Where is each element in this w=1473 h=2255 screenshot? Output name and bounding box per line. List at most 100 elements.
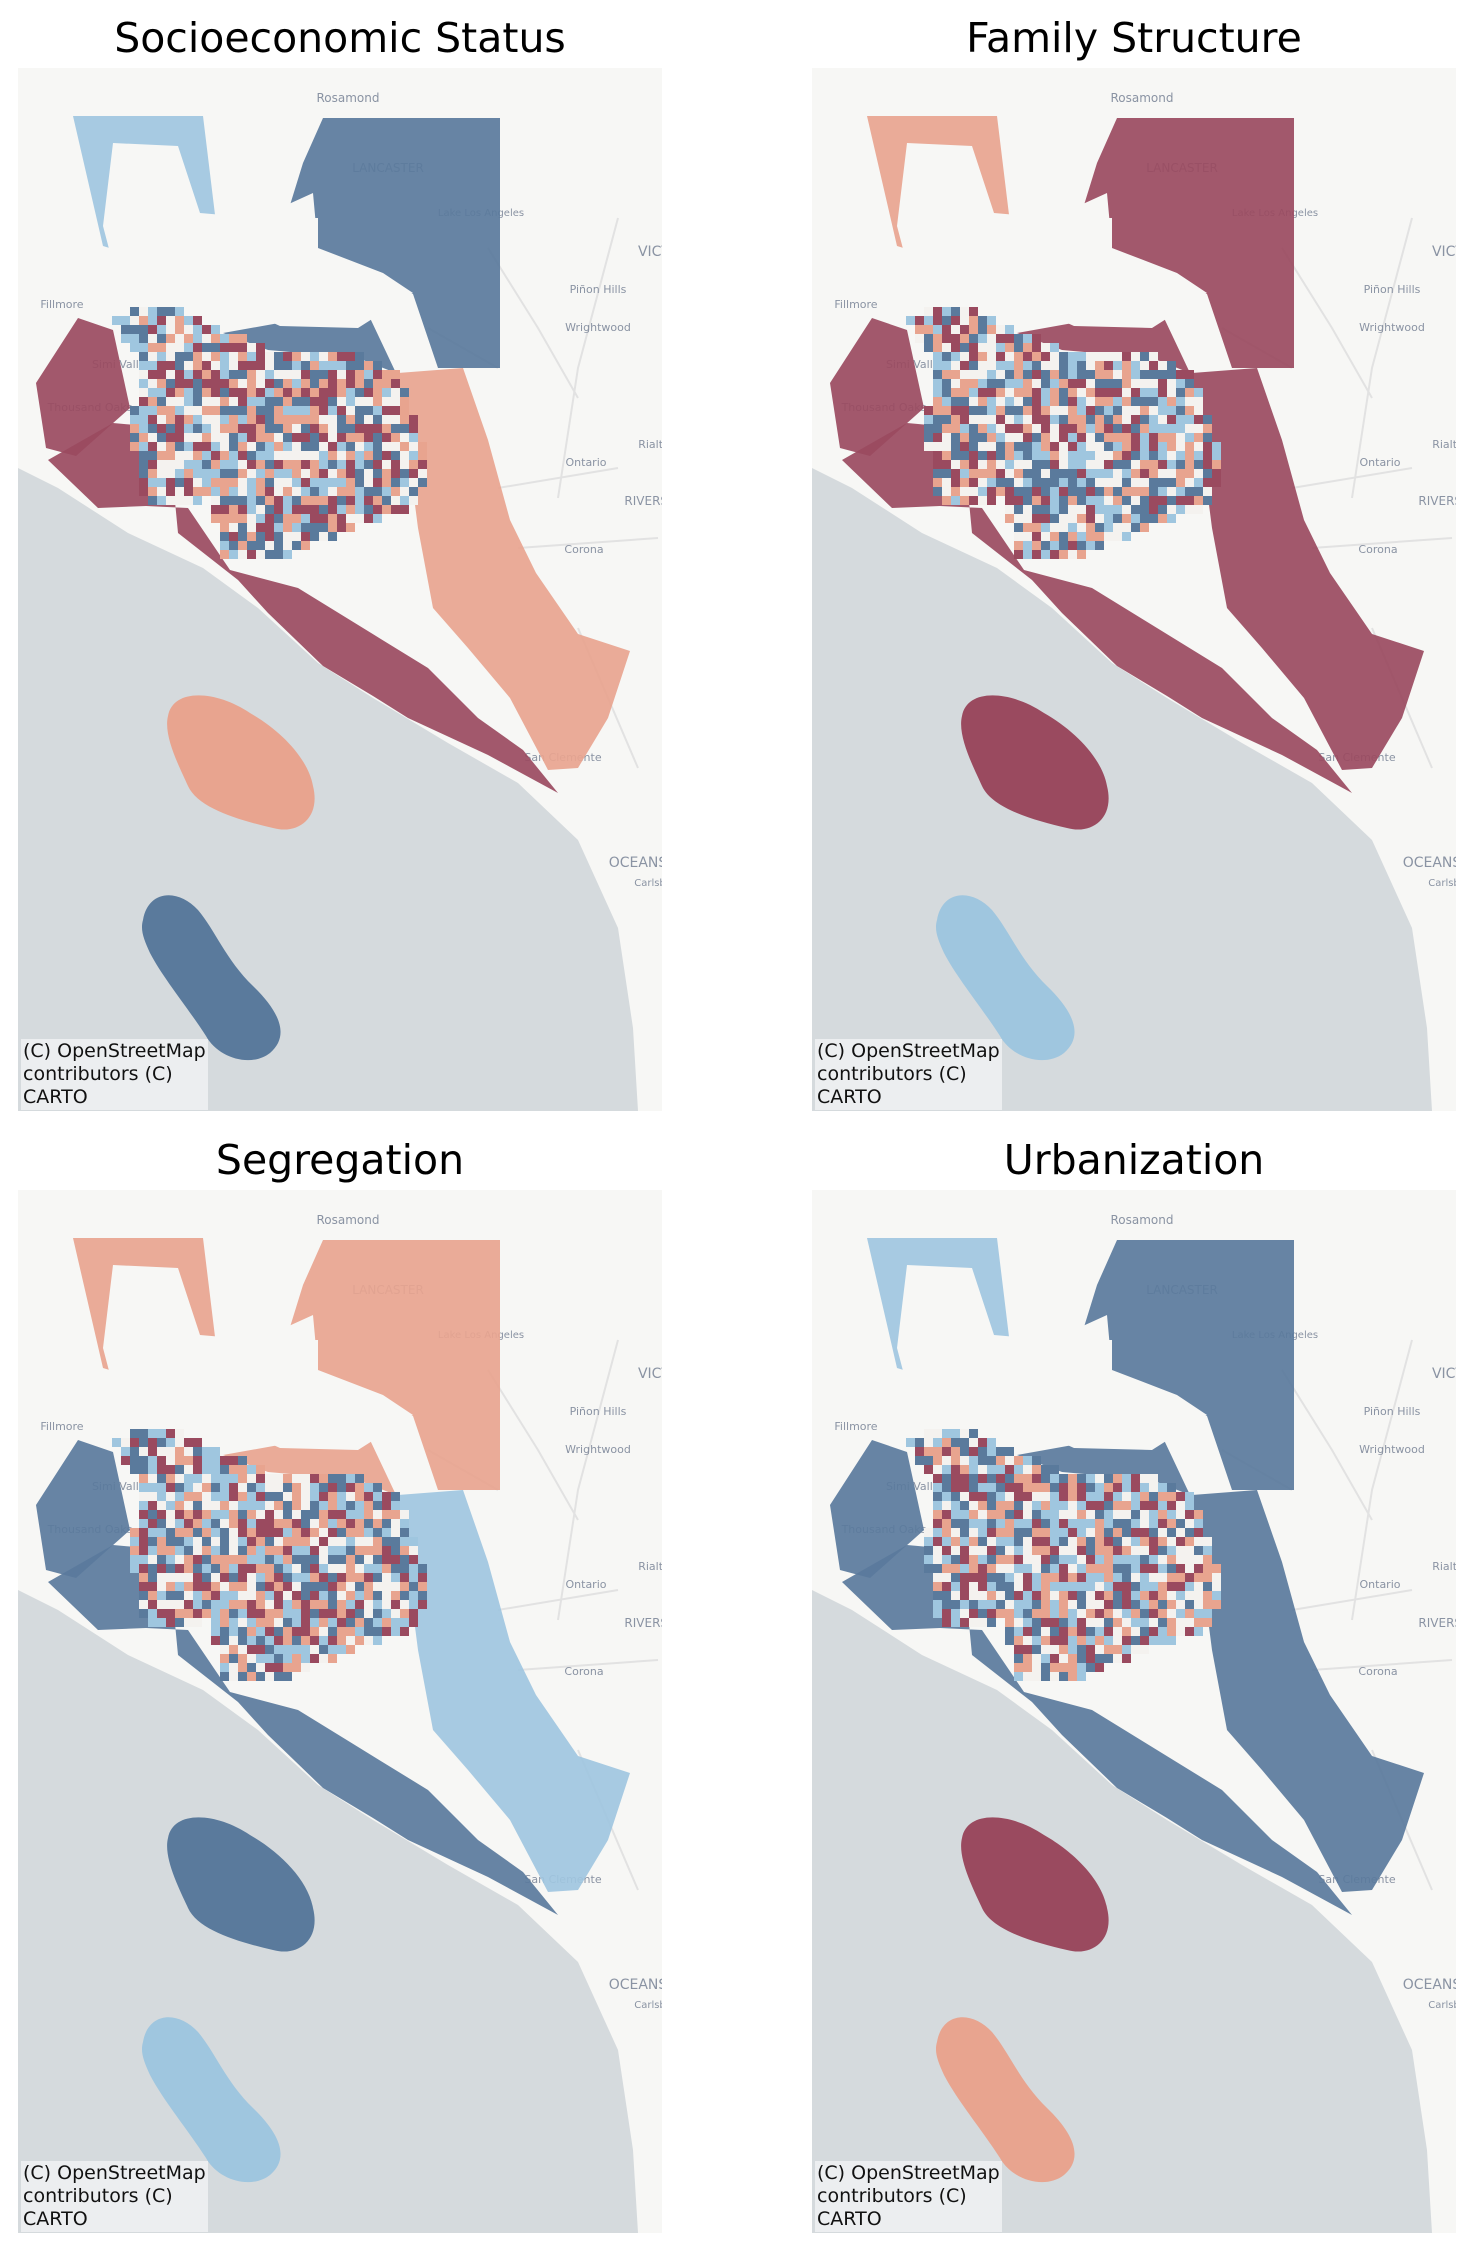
census-tract	[283, 1492, 292, 1501]
census-tract	[933, 379, 942, 388]
census-tract	[1203, 469, 1212, 478]
census-tract	[184, 1618, 193, 1627]
census-tract	[996, 1447, 1005, 1456]
census-tract	[1113, 460, 1122, 469]
census-tract	[202, 1474, 211, 1483]
census-tract	[1140, 1573, 1149, 1582]
census-tract	[1086, 532, 1095, 541]
census-tract	[987, 325, 996, 334]
census-tract	[1005, 415, 1014, 424]
census-tract	[1068, 1564, 1077, 1573]
census-tract	[247, 352, 256, 361]
census-tract	[1194, 1591, 1203, 1600]
census-tract	[391, 397, 400, 406]
census-tract	[951, 496, 960, 505]
census-tract	[1122, 388, 1131, 397]
census-tract	[933, 1573, 942, 1582]
census-tract	[283, 1483, 292, 1492]
census-tract	[1113, 514, 1122, 523]
census-tract	[1158, 388, 1167, 397]
census-tract	[1176, 1564, 1185, 1573]
census-tract	[220, 424, 229, 433]
census-tract	[1203, 1537, 1212, 1546]
census-tract	[1104, 370, 1113, 379]
census-tract	[1032, 550, 1041, 559]
census-tract	[933, 1474, 942, 1483]
census-tract	[121, 316, 130, 325]
census-tract	[301, 1474, 310, 1483]
census-tract	[184, 496, 193, 505]
census-tract	[924, 1528, 933, 1537]
census-tract	[978, 415, 987, 424]
census-tract	[1113, 1564, 1122, 1573]
census-tract	[1149, 1636, 1158, 1645]
census-tract	[247, 406, 256, 415]
census-tract	[1131, 370, 1140, 379]
census-tract	[274, 487, 283, 496]
census-tract	[1005, 1591, 1014, 1600]
census-tract	[337, 478, 346, 487]
census-tract	[933, 307, 942, 316]
region-pasadena	[1017, 316, 1190, 373]
census-tract	[193, 1501, 202, 1510]
census-tract	[1122, 478, 1131, 487]
census-tract	[256, 460, 265, 469]
census-tract	[139, 379, 148, 388]
census-tract	[1086, 460, 1095, 469]
census-tract	[1104, 469, 1113, 478]
census-tract	[283, 541, 292, 550]
census-tract	[1149, 1609, 1158, 1618]
census-tract	[951, 451, 960, 460]
census-tract	[283, 361, 292, 370]
census-tract	[1185, 1537, 1194, 1546]
census-tract	[951, 343, 960, 352]
census-tract	[1032, 1654, 1041, 1663]
census-tract	[933, 460, 942, 469]
basemap-label: Ontario	[1360, 456, 1401, 469]
census-tract	[942, 1582, 951, 1591]
census-tract	[139, 316, 148, 325]
census-tract	[1149, 370, 1158, 379]
census-tract	[337, 1591, 346, 1600]
census-tract	[346, 514, 355, 523]
census-tract	[1086, 523, 1095, 532]
census-tract	[310, 505, 319, 514]
census-tract	[364, 460, 373, 469]
census-tract	[1005, 1537, 1014, 1546]
census-tract	[1131, 1591, 1140, 1600]
census-tract	[987, 1528, 996, 1537]
census-tract	[1086, 487, 1095, 496]
census-tract	[121, 1438, 130, 1447]
census-tract	[1158, 1582, 1167, 1591]
census-tract	[400, 1600, 409, 1609]
census-tract	[247, 505, 256, 514]
census-tract	[238, 1672, 247, 1681]
census-tract	[942, 451, 951, 460]
census-tract	[220, 451, 229, 460]
census-tract	[1122, 370, 1131, 379]
census-tract	[1185, 1501, 1194, 1510]
census-tract	[978, 361, 987, 370]
census-tract	[238, 1519, 247, 1528]
census-tract	[1131, 1618, 1140, 1627]
census-tract	[373, 415, 382, 424]
census-tract	[193, 397, 202, 406]
census-tract	[157, 352, 166, 361]
census-tract	[1023, 505, 1032, 514]
census-tract	[1122, 424, 1131, 433]
census-tract	[220, 388, 229, 397]
census-tract	[1050, 505, 1059, 514]
census-tract	[960, 415, 969, 424]
census-tract	[1050, 487, 1059, 496]
census-tract	[1005, 1519, 1014, 1528]
census-tract	[148, 478, 157, 487]
census-tract	[355, 1564, 364, 1573]
census-tract	[310, 1600, 319, 1609]
census-tract	[346, 523, 355, 532]
census-tract	[987, 388, 996, 397]
census-tract	[1068, 352, 1077, 361]
census-tract	[175, 1492, 184, 1501]
census-tract	[1086, 1546, 1095, 1555]
census-tract	[1050, 1645, 1059, 1654]
census-tract	[247, 424, 256, 433]
